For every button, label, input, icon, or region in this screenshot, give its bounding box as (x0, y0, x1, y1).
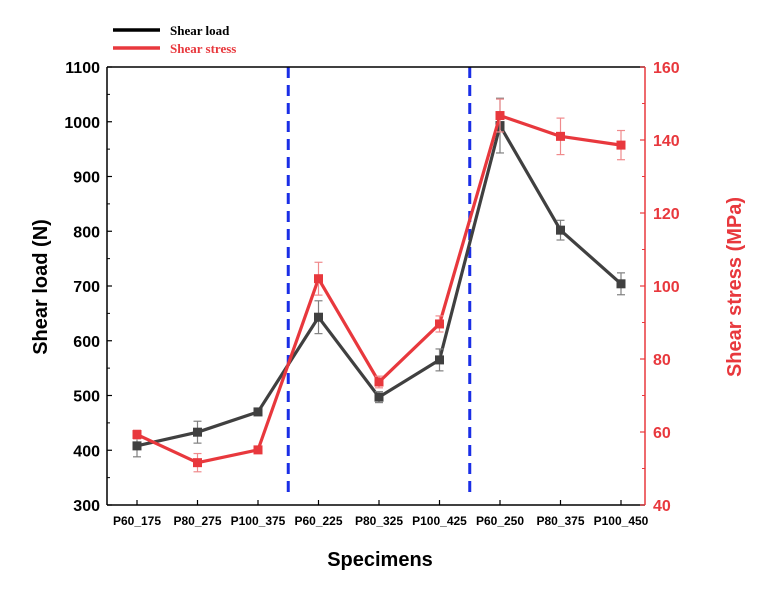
y-tick-label-right: 80 (653, 352, 671, 369)
data-point (253, 445, 263, 455)
series-line (136, 113, 622, 465)
y-tick-label-left: 600 (73, 334, 100, 351)
y-tick-label-left: 800 (73, 224, 100, 241)
y-axis-label-right: Shear stress (MPa) (724, 197, 746, 377)
x-tick-label: P60_225 (294, 514, 342, 528)
y-tick-label-left: 300 (73, 498, 100, 515)
axes: 300 400 500 600 700 800 900 1000 1100 40 60 80 100 12… (64, 60, 679, 528)
x-tick-label: P80_275 (173, 514, 221, 528)
data-point (616, 140, 626, 150)
data-point (193, 427, 202, 437)
legend-label: Shear stress (170, 41, 236, 56)
data-point (435, 319, 444, 329)
y-tick-label-left: 400 (73, 443, 100, 460)
data-point (495, 111, 505, 121)
y-tick-label-right: 60 (653, 425, 671, 442)
data-point (556, 225, 565, 235)
legend-label: Shear load (170, 23, 230, 38)
series-group (132, 97, 626, 473)
data-point (193, 458, 202, 468)
legend: Shear load Shear stress (113, 23, 236, 56)
y-tick-label-right: 40 (653, 498, 671, 515)
y-tick-label-left: 500 (73, 389, 100, 406)
x-tick-label: P80_325 (355, 514, 403, 528)
y-tick-label-right: 160 (653, 60, 680, 77)
data-point (616, 279, 626, 289)
data-point (374, 377, 384, 387)
x-tick-label: P100_450 (594, 514, 649, 528)
x-axis-label: Specimens (327, 549, 433, 571)
data-point (435, 355, 444, 365)
y-tick-label-right: 100 (653, 279, 680, 296)
y-axis-label-left: Shear load (N) (30, 219, 52, 355)
y-tick-label-left: 700 (73, 279, 100, 296)
y-tick-label-left: 900 (73, 170, 100, 187)
x-tick-label: P80_375 (536, 514, 584, 528)
data-point (132, 430, 142, 440)
y-tick-label-right: 120 (653, 206, 680, 223)
axis-labels: Specimens Shear load (N) Shear stress (M… (30, 197, 746, 571)
series-shear-load (132, 97, 626, 458)
x-tick-label: P60_175 (113, 514, 161, 528)
data-point (556, 131, 565, 141)
data-point (314, 312, 323, 322)
x-tick-label: P100_375 (231, 514, 286, 528)
data-point (374, 392, 384, 402)
data-point (314, 274, 323, 284)
x-tick-label: P60_250 (476, 514, 524, 528)
y-tick-label-left: 1000 (64, 115, 100, 132)
y-tick-label-left: 1100 (65, 60, 100, 77)
y-tick-label-right: 140 (653, 133, 680, 150)
data-point (132, 441, 142, 451)
data-point (253, 407, 263, 417)
x-tick-label: P100_425 (412, 514, 467, 528)
series-shear-stress (132, 98, 626, 473)
